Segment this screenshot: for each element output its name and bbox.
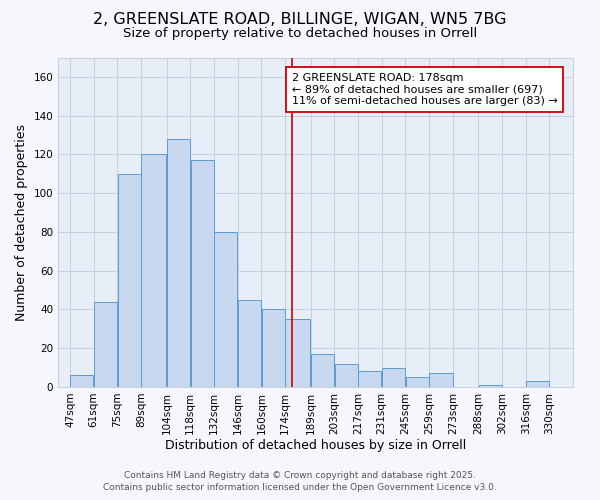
Bar bbox=[167, 139, 190, 387]
Bar bbox=[214, 232, 238, 387]
Text: 2 GREENSLATE ROAD: 178sqm
← 89% of detached houses are smaller (697)
11% of semi: 2 GREENSLATE ROAD: 178sqm ← 89% of detac… bbox=[292, 73, 557, 106]
Bar bbox=[311, 354, 334, 387]
Bar bbox=[526, 381, 549, 387]
Bar bbox=[406, 378, 429, 387]
Bar bbox=[430, 374, 452, 387]
X-axis label: Distribution of detached houses by size in Orrell: Distribution of detached houses by size … bbox=[165, 440, 466, 452]
Text: Contains HM Land Registry data © Crown copyright and database right 2025.
Contai: Contains HM Land Registry data © Crown c… bbox=[103, 471, 497, 492]
Bar bbox=[358, 372, 382, 387]
Bar bbox=[118, 174, 141, 387]
Bar bbox=[479, 385, 502, 387]
Bar bbox=[262, 310, 285, 387]
Bar bbox=[286, 319, 310, 387]
Text: Size of property relative to detached houses in Orrell: Size of property relative to detached ho… bbox=[123, 28, 477, 40]
Bar bbox=[191, 160, 214, 387]
Bar bbox=[382, 368, 405, 387]
Y-axis label: Number of detached properties: Number of detached properties bbox=[15, 124, 28, 320]
Bar bbox=[238, 300, 261, 387]
Bar bbox=[94, 302, 117, 387]
Bar bbox=[70, 376, 94, 387]
Bar bbox=[142, 154, 166, 387]
Bar bbox=[335, 364, 358, 387]
Text: 2, GREENSLATE ROAD, BILLINGE, WIGAN, WN5 7BG: 2, GREENSLATE ROAD, BILLINGE, WIGAN, WN5… bbox=[93, 12, 507, 28]
